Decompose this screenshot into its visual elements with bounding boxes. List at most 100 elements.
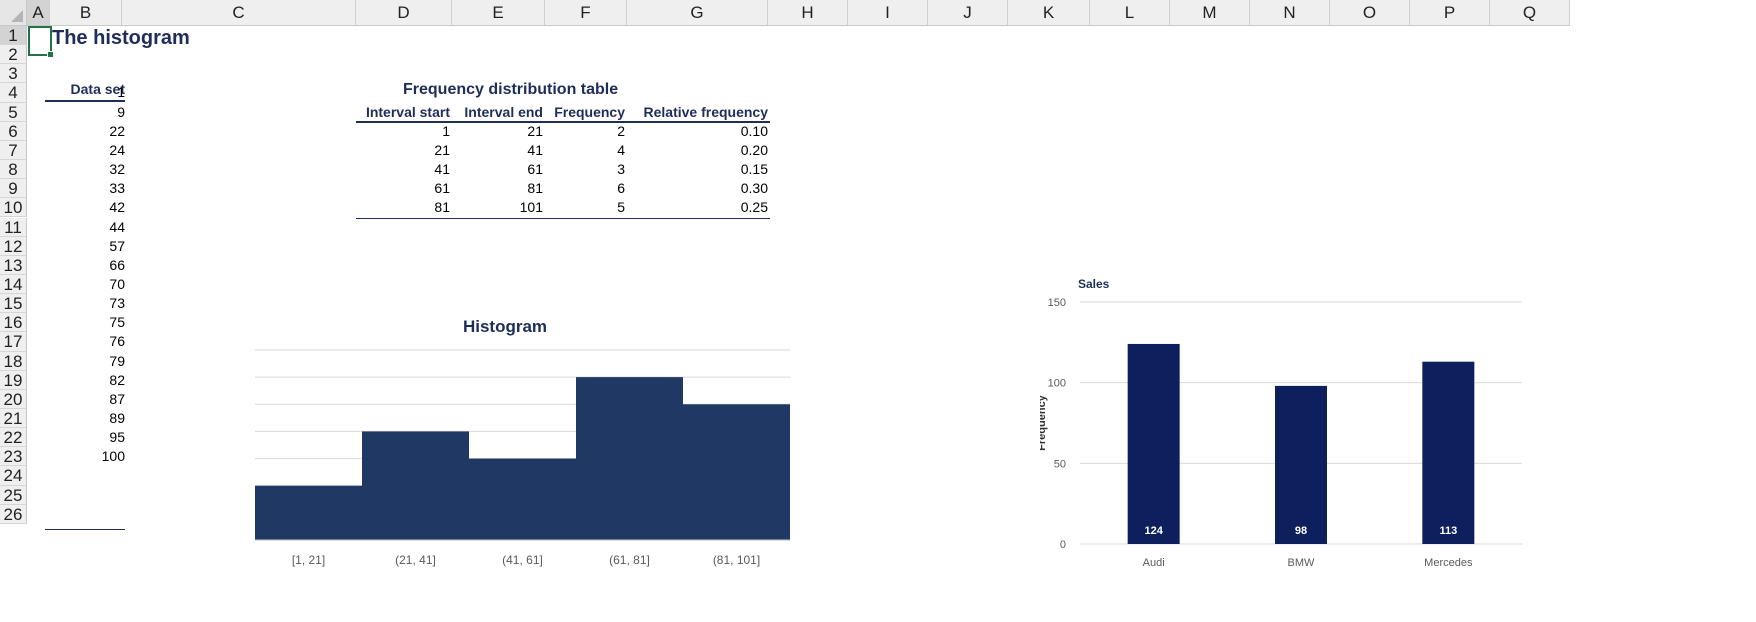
freq-table-cell[interactable]: 0.20: [740, 141, 768, 158]
column-header-i[interactable]: I: [848, 0, 928, 26]
column-header-f[interactable]: F: [545, 0, 627, 26]
row-header-20[interactable]: 20: [0, 389, 27, 409]
row-header-18[interactable]: 18: [0, 351, 27, 371]
row-header-16[interactable]: 16: [0, 313, 27, 333]
data-cell[interactable]: 33: [109, 180, 125, 197]
freq-table-cell[interactable]: 0.25: [740, 199, 768, 216]
data-cell[interactable]: 9: [117, 103, 125, 120]
row-header-10[interactable]: 10: [0, 198, 27, 218]
freq-table-header[interactable]: Frequency: [554, 103, 625, 120]
freq-table-header[interactable]: Relative frequency: [643, 103, 769, 120]
data-cell[interactable]: 57: [109, 237, 125, 254]
row-header-8[interactable]: 8: [0, 160, 27, 180]
freq-table-cell[interactable]: 61: [434, 180, 450, 197]
data-cell[interactable]: 82: [109, 371, 125, 388]
sales-ytick-label: 100: [1048, 378, 1066, 390]
select-all-button[interactable]: [0, 0, 27, 26]
column-header-n[interactable]: N: [1250, 0, 1330, 26]
data-cell[interactable]: 95: [109, 429, 125, 446]
freq-table-cell[interactable]: 0.15: [740, 161, 768, 178]
data-cell[interactable]: 42: [109, 199, 125, 216]
row-header-11[interactable]: 11: [0, 217, 27, 237]
column-header-h[interactable]: H: [768, 0, 848, 26]
data-cell[interactable]: 1: [117, 84, 125, 101]
row-header-5[interactable]: 5: [0, 102, 27, 122]
histogram-bar: [683, 404, 790, 540]
column-header-p[interactable]: P: [1410, 0, 1490, 26]
freq-table-cell[interactable]: 4: [617, 141, 625, 158]
freq-table-cell[interactable]: 41: [527, 141, 543, 158]
data-cell[interactable]: 76: [109, 333, 125, 350]
data-cell[interactable]: 100: [101, 448, 125, 465]
row-header-24[interactable]: 24: [0, 466, 27, 486]
column-header-j[interactable]: J: [928, 0, 1008, 26]
row-header-15[interactable]: 15: [0, 294, 27, 314]
row-header-17[interactable]: 17: [0, 332, 27, 352]
data-cell[interactable]: 75: [109, 314, 125, 331]
freq-table-cell[interactable]: 2: [617, 122, 625, 139]
data-cell[interactable]: 70: [109, 275, 125, 292]
freq-table-cell[interactable]: 3: [617, 161, 625, 178]
freq-table-cell[interactable]: 0.30: [740, 180, 768, 197]
row-header-19[interactable]: 19: [0, 370, 27, 390]
data-cell[interactable]: 22: [109, 122, 125, 139]
row-header-12[interactable]: 12: [0, 236, 27, 256]
freq-table-cell[interactable]: 6: [617, 180, 625, 197]
data-cell[interactable]: 79: [109, 352, 125, 369]
freq-table-header[interactable]: Interval end: [464, 103, 543, 120]
row-header-1[interactable]: 1: [0, 26, 27, 46]
freq-table-cell[interactable]: 81: [434, 199, 450, 216]
row-header-26[interactable]: 26: [0, 504, 27, 524]
sheet-title[interactable]: The histogram: [52, 27, 190, 49]
freq-table-cell[interactable]: 101: [519, 199, 543, 216]
column-header-c[interactable]: C: [122, 0, 356, 26]
freq-table-cell[interactable]: 21: [527, 122, 543, 139]
column-header-e[interactable]: E: [452, 0, 545, 26]
freq-table-title[interactable]: Frequency distribution table: [403, 81, 619, 98]
histogram-xtick-label: [1, 21]: [292, 553, 325, 567]
row-header-9[interactable]: 9: [0, 179, 27, 199]
row-header-13[interactable]: 13: [0, 255, 27, 275]
freq-table-cell[interactable]: 21: [434, 141, 450, 158]
sales-bar: [1127, 343, 1180, 544]
sales-data-label: 113: [1439, 525, 1457, 537]
column-header-a[interactable]: A: [27, 0, 50, 26]
column-header-g[interactable]: G: [627, 0, 768, 26]
freq-table-cell[interactable]: 1: [442, 122, 450, 139]
freq-table-cell[interactable]: 41: [434, 161, 450, 178]
row-header-25[interactable]: 25: [0, 485, 27, 505]
active-cell-a1[interactable]: [28, 26, 54, 58]
histogram-xtick-label: (21, 41]: [395, 553, 436, 567]
column-header-k[interactable]: K: [1008, 0, 1090, 26]
row-header-4[interactable]: 4: [0, 83, 27, 103]
column-header-m[interactable]: M: [1170, 0, 1250, 26]
data-set-header[interactable]: Data set: [70, 81, 125, 97]
freq-table-cell[interactable]: 0.10: [740, 122, 768, 139]
row-header-7[interactable]: 7: [0, 140, 27, 161]
freq-table-cell[interactable]: 61: [527, 161, 543, 178]
column-header-q[interactable]: Q: [1490, 0, 1570, 26]
row-header-21[interactable]: 21: [0, 409, 27, 429]
column-header-o[interactable]: O: [1330, 0, 1410, 26]
row-header-2[interactable]: 2: [0, 45, 27, 65]
data-cell[interactable]: 66: [109, 256, 125, 273]
row-header-14[interactable]: 14: [0, 274, 27, 295]
row-header-6[interactable]: 6: [0, 121, 27, 141]
column-header-b[interactable]: B: [50, 0, 122, 26]
data-cell[interactable]: 73: [109, 295, 125, 312]
column-header-d[interactable]: D: [356, 0, 452, 26]
data-cell[interactable]: 44: [109, 218, 125, 235]
data-cell[interactable]: 89: [109, 410, 125, 426]
freq-table-header[interactable]: Interval start: [365, 103, 450, 120]
sales-chart[interactable]: Sales Frequency 0 50 100 150 124 Audi 98 BMW 113 Me…: [1040, 275, 1620, 615]
data-cell[interactable]: 24: [109, 141, 125, 158]
row-header-22[interactable]: 22: [0, 428, 27, 448]
row-header-23[interactable]: 23: [0, 447, 27, 467]
data-cell[interactable]: 32: [109, 161, 125, 178]
data-cell[interactable]: 87: [109, 390, 125, 407]
freq-table-cell[interactable]: 81: [527, 180, 543, 197]
column-header-l[interactable]: L: [1090, 0, 1170, 26]
row-header-3[interactable]: 3: [0, 64, 27, 84]
freq-table-cell[interactable]: 5: [617, 199, 625, 216]
histogram-chart[interactable]: Histogram01234567[1, 21](21, 41](41, 61]…: [255, 310, 905, 615]
